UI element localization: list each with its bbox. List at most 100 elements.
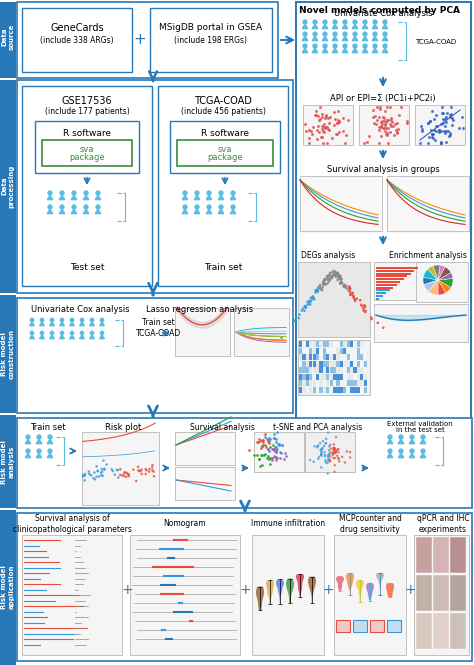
Point xyxy=(418,121,425,132)
Bar xyxy=(376,287,393,289)
Point xyxy=(87,470,95,481)
Point xyxy=(323,111,330,122)
Bar xyxy=(376,292,386,295)
Circle shape xyxy=(373,44,377,48)
Bar xyxy=(343,380,346,386)
Polygon shape xyxy=(312,49,318,53)
Point xyxy=(324,468,332,479)
Point xyxy=(313,124,320,135)
Point xyxy=(325,450,332,460)
Bar xyxy=(299,386,302,392)
Polygon shape xyxy=(95,209,101,213)
Bar xyxy=(150,8,272,72)
Point xyxy=(320,121,328,132)
Bar xyxy=(326,367,329,373)
Wedge shape xyxy=(438,267,451,280)
Circle shape xyxy=(48,191,52,195)
Point xyxy=(334,268,341,279)
Bar xyxy=(312,354,316,360)
Point xyxy=(330,448,338,458)
Point xyxy=(397,102,404,112)
Point xyxy=(250,450,258,461)
Point xyxy=(314,111,321,122)
Point xyxy=(278,440,286,450)
Circle shape xyxy=(195,205,199,209)
Point xyxy=(336,456,343,467)
Bar xyxy=(333,380,336,386)
Text: Risk model
analysis: Risk model analysis xyxy=(1,440,15,484)
Point xyxy=(334,269,342,280)
Point xyxy=(295,313,302,323)
Polygon shape xyxy=(322,36,328,41)
Point xyxy=(318,109,326,120)
Point xyxy=(272,444,280,455)
Point xyxy=(335,273,343,283)
Point xyxy=(117,464,124,475)
Point xyxy=(306,299,314,310)
Point xyxy=(435,125,443,136)
Circle shape xyxy=(48,435,52,439)
Circle shape xyxy=(26,435,30,439)
Point xyxy=(336,271,344,281)
Point xyxy=(376,104,384,114)
Point xyxy=(271,446,279,457)
Point xyxy=(322,279,330,289)
Polygon shape xyxy=(302,24,308,29)
Point xyxy=(321,275,328,286)
Point xyxy=(348,289,356,300)
Bar xyxy=(302,367,306,373)
Bar xyxy=(309,360,312,366)
Text: (include 456 patients): (include 456 patients) xyxy=(181,108,265,116)
Point xyxy=(350,292,357,303)
Point xyxy=(85,466,92,477)
Point xyxy=(314,441,321,452)
Point xyxy=(309,122,316,133)
Point xyxy=(266,442,274,452)
Bar xyxy=(343,341,346,347)
Point xyxy=(325,112,332,123)
Point xyxy=(143,465,150,475)
Point xyxy=(320,275,328,286)
Point xyxy=(317,284,325,295)
Point xyxy=(271,452,279,462)
Point xyxy=(272,446,280,457)
Bar xyxy=(346,341,350,347)
Point xyxy=(346,283,354,293)
Bar xyxy=(319,341,323,347)
Point xyxy=(326,454,333,465)
Point xyxy=(121,467,128,477)
Point xyxy=(301,301,309,311)
Point xyxy=(363,137,370,148)
Point xyxy=(306,296,313,307)
Circle shape xyxy=(303,20,307,24)
Point xyxy=(443,108,451,118)
Point xyxy=(333,128,341,139)
Point xyxy=(146,466,153,477)
Polygon shape xyxy=(352,24,358,29)
Point xyxy=(332,267,340,278)
Point xyxy=(332,271,340,282)
Bar xyxy=(346,360,350,366)
Point xyxy=(320,280,328,291)
Text: Novel models computed by PCA: Novel models computed by PCA xyxy=(300,6,461,15)
Point xyxy=(103,459,110,469)
Point xyxy=(382,116,390,127)
Point xyxy=(353,293,361,304)
Point xyxy=(329,270,337,281)
Bar xyxy=(340,354,343,360)
Point xyxy=(325,118,333,128)
Point xyxy=(322,438,330,449)
Point xyxy=(380,122,388,133)
Point xyxy=(442,128,449,138)
Bar xyxy=(334,535,406,655)
Polygon shape xyxy=(382,36,388,41)
Point xyxy=(314,121,321,132)
Point xyxy=(375,122,383,133)
Point xyxy=(341,457,349,467)
Circle shape xyxy=(343,32,347,36)
Point xyxy=(270,444,277,455)
Polygon shape xyxy=(342,36,348,41)
Point xyxy=(79,469,87,480)
Point xyxy=(340,280,347,291)
Point xyxy=(310,293,318,303)
